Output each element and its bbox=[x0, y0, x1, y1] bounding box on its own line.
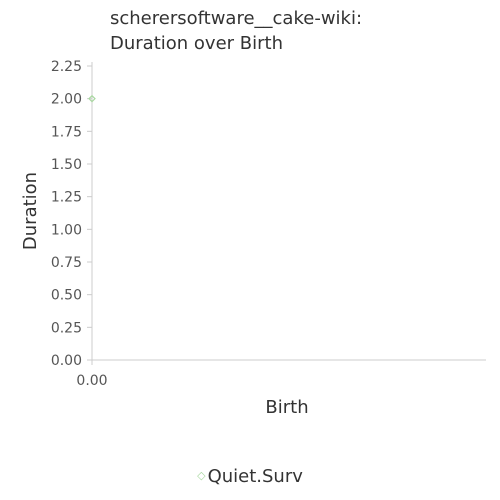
legend: ◇ Quiet.Surv bbox=[0, 466, 500, 487]
legend-diamond-icon: ◇ bbox=[197, 469, 206, 482]
y-tick-label: 0.50 bbox=[51, 288, 82, 304]
chart-title-line-1: scherersoftware__cake-wiki: bbox=[110, 8, 363, 29]
y-tick-label: 1.00 bbox=[51, 222, 82, 238]
y-tick-label: 2.00 bbox=[51, 92, 82, 108]
chart-title-line-2: Duration over Birth bbox=[110, 33, 283, 54]
y-tick-label: 2.25 bbox=[51, 59, 82, 75]
y-tick-label: 0.25 bbox=[51, 320, 82, 336]
y-tick-label: 1.50 bbox=[51, 157, 82, 173]
data-point bbox=[88, 94, 96, 103]
y-tick-label: 1.25 bbox=[51, 190, 82, 206]
x-axis-title: Birth bbox=[265, 397, 308, 418]
legend-label-quiet-surv: Quiet.Surv bbox=[207, 466, 303, 487]
x-tick-label: 0.00 bbox=[76, 373, 107, 389]
y-axis-title: Duration bbox=[20, 172, 41, 250]
y-tick-label: 1.75 bbox=[51, 124, 82, 140]
y-tick-label: 0.00 bbox=[51, 353, 82, 369]
y-tick-label: 0.75 bbox=[51, 255, 82, 271]
